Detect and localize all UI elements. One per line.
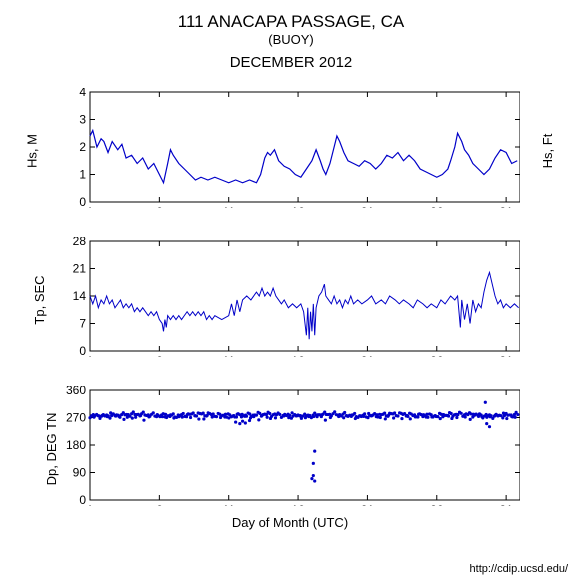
- svg-text:4: 4: [79, 88, 86, 99]
- month-title: DECEMBER 2012: [0, 54, 582, 72]
- svg-text:0: 0: [79, 493, 86, 506]
- svg-text:2: 2: [79, 140, 86, 154]
- hs-ylabel-left: Hs, M: [24, 134, 39, 168]
- svg-text:21: 21: [73, 262, 87, 276]
- svg-text:31: 31: [499, 354, 513, 357]
- svg-text:31: 31: [499, 205, 513, 208]
- charts-area: Hs, M Hs, Ft 012343.36.69.81316111621263…: [60, 88, 520, 530]
- svg-text:11: 11: [222, 354, 235, 357]
- svg-text:270: 270: [66, 411, 86, 425]
- svg-text:16: 16: [291, 503, 305, 506]
- svg-text:16: 16: [291, 354, 305, 357]
- footer-url: http://cdip.ucsd.edu/: [470, 563, 568, 575]
- svg-text:1: 1: [87, 205, 94, 208]
- tp-ylabel-left: Tp, SEC: [32, 275, 47, 324]
- title-block: 111 ANACAPA PASSAGE, CA (BUOY) DECEMBER …: [0, 0, 582, 72]
- svg-text:1: 1: [87, 354, 94, 357]
- chart-dp: Dp, DEG TN 090180270360161116212631: [60, 386, 520, 511]
- svg-text:26: 26: [430, 503, 444, 506]
- svg-text:1: 1: [87, 503, 94, 506]
- svg-text:90: 90: [73, 466, 87, 480]
- svg-text:21: 21: [361, 354, 375, 357]
- svg-text:11: 11: [222, 205, 235, 208]
- svg-text:21: 21: [361, 503, 375, 506]
- svg-text:1: 1: [79, 168, 86, 182]
- svg-text:7: 7: [79, 317, 86, 331]
- main-title: 111 ANACAPA PASSAGE, CA: [0, 12, 582, 32]
- svg-text:360: 360: [66, 386, 86, 397]
- dp-ylabel-left: Dp, DEG TN: [44, 412, 59, 485]
- tp-plot: 07142128161116212631: [60, 237, 520, 357]
- chart-hs: Hs, M Hs, Ft 012343.36.69.81316111621263…: [60, 88, 520, 213]
- svg-text:180: 180: [66, 438, 86, 452]
- svg-text:6: 6: [156, 354, 163, 357]
- svg-text:21: 21: [361, 205, 375, 208]
- x-axis-label: Day of Month (UTC): [60, 515, 520, 530]
- page: 111 ANACAPA PASSAGE, CA (BUOY) DECEMBER …: [0, 0, 582, 581]
- svg-text:6: 6: [156, 205, 163, 208]
- svg-text:6: 6: [156, 503, 163, 506]
- svg-text:31: 31: [499, 503, 513, 506]
- svg-text:16: 16: [291, 205, 305, 208]
- svg-text:3: 3: [79, 113, 86, 127]
- svg-text:26: 26: [430, 354, 444, 357]
- chart-tp: Tp, SEC 07142128161116212631: [60, 237, 520, 362]
- svg-text:11: 11: [222, 503, 235, 506]
- svg-text:14: 14: [73, 289, 87, 303]
- hs-plot: 012343.36.69.813161116212631: [60, 88, 520, 208]
- svg-text:0: 0: [79, 344, 86, 357]
- svg-text:0: 0: [79, 195, 86, 208]
- dp-plot: 090180270360161116212631: [60, 386, 520, 506]
- hs-ylabel-right: Hs, Ft: [540, 133, 555, 168]
- subtitle: (BUOY): [0, 32, 582, 48]
- svg-text:28: 28: [73, 237, 87, 248]
- svg-text:26: 26: [430, 205, 444, 208]
